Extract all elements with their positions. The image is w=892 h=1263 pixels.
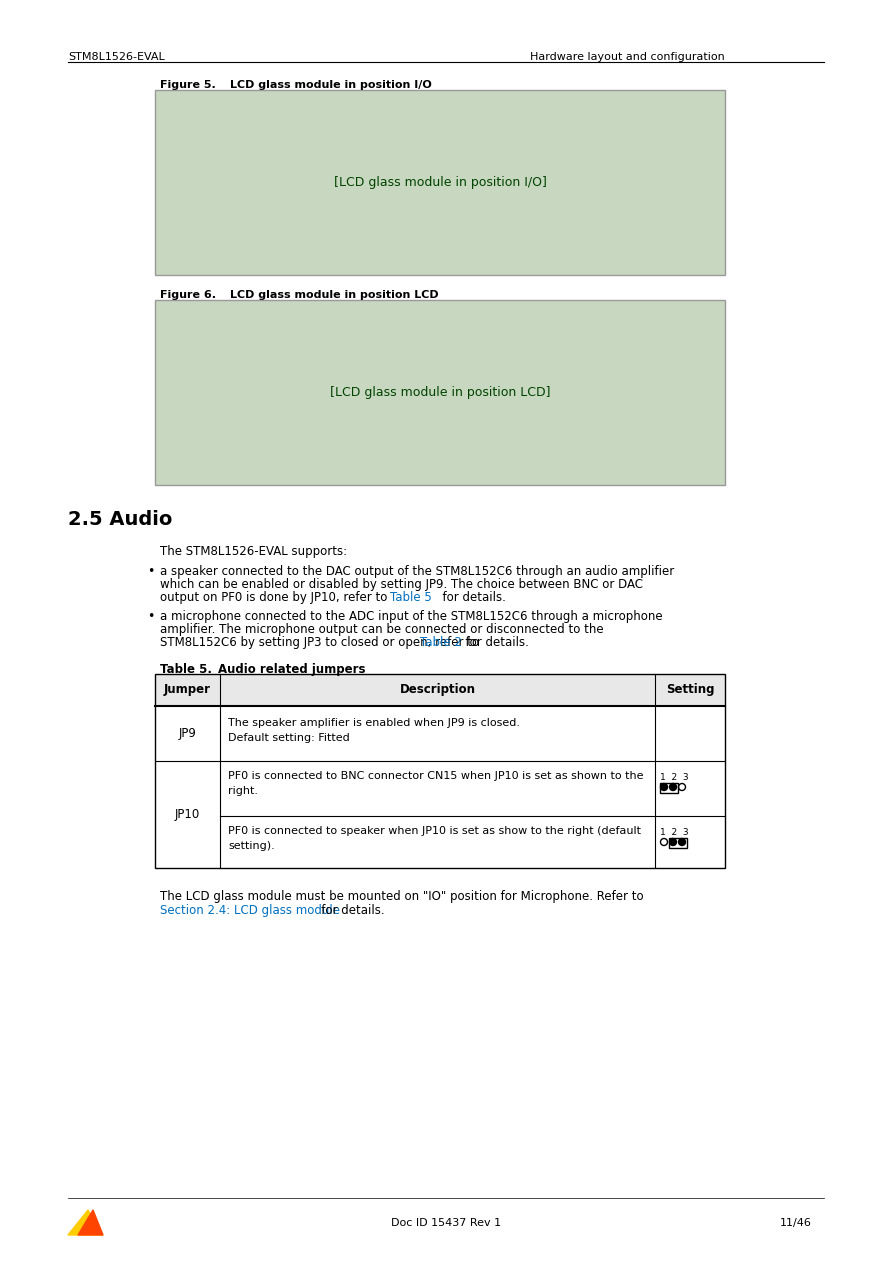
Text: Section 2.4: LCD glass module: Section 2.4: LCD glass module (160, 904, 340, 917)
Text: [LCD glass module in position LCD]: [LCD glass module in position LCD] (330, 386, 550, 399)
Text: •: • (147, 565, 154, 578)
Text: The LCD glass module must be mounted on "IO" position for Microphone. Refer to: The LCD glass module must be mounted on … (160, 890, 644, 903)
Text: 2.5 Audio: 2.5 Audio (68, 510, 172, 529)
Text: 1  2  3: 1 2 3 (660, 829, 689, 837)
Text: PF0 is connected to speaker when JP10 is set as show to the right (default: PF0 is connected to speaker when JP10 is… (228, 826, 641, 836)
Text: 11/46: 11/46 (780, 1218, 812, 1228)
Bar (155, 90, 725, 275)
Polygon shape (78, 1210, 103, 1235)
Circle shape (670, 783, 676, 791)
Text: Audio related jumpers: Audio related jumpers (218, 663, 366, 676)
Circle shape (660, 839, 667, 845)
Text: Doc ID 15437 Rev 1: Doc ID 15437 Rev 1 (391, 1218, 501, 1228)
Text: Figure 6.: Figure 6. (160, 290, 216, 301)
Text: JP10: JP10 (175, 808, 200, 821)
Text: •: • (147, 610, 154, 623)
Text: JP9: JP9 (178, 727, 196, 740)
Bar (155, 674, 725, 868)
Text: Hardware layout and configuration: Hardware layout and configuration (530, 52, 724, 62)
Text: Description: Description (400, 683, 475, 696)
Text: Figure 5.: Figure 5. (160, 80, 216, 90)
Text: The STM8L1526-EVAL supports:: The STM8L1526-EVAL supports: (160, 546, 347, 558)
Text: for details.: for details. (435, 591, 506, 604)
Bar (660, 783, 678, 793)
Text: PF0 is connected to BNC connector CN15 when JP10 is set as shown to the: PF0 is connected to BNC connector CN15 w… (228, 770, 643, 781)
Text: Table 5: Table 5 (390, 591, 432, 604)
Text: output on PF0 is done by JP10, refer to: output on PF0 is done by JP10, refer to (160, 591, 387, 604)
Text: Jumper: Jumper (164, 683, 211, 696)
Text: LCD glass module in position I/O: LCD glass module in position I/O (230, 80, 432, 90)
Polygon shape (68, 1210, 103, 1235)
Circle shape (679, 839, 685, 845)
Text: a speaker connected to the DAC output of the STM8L152C6 through an audio amplifi: a speaker connected to the DAC output of… (160, 565, 674, 578)
Text: which can be enabled or disabled by setting JP9. The choice between BNC or DAC: which can be enabled or disabled by sett… (160, 578, 643, 591)
Text: a microphone connected to the ADC input of the STM8L152C6 through a microphone: a microphone connected to the ADC input … (160, 610, 663, 623)
Text: for details.: for details. (458, 637, 529, 649)
Text: amplifier. The microphone output can be connected or disconnected to the: amplifier. The microphone output can be … (160, 623, 604, 637)
Text: 1  2  3: 1 2 3 (660, 773, 689, 782)
Bar (669, 837, 687, 847)
Bar (155, 301, 725, 485)
Text: Setting: Setting (665, 683, 714, 696)
Text: right.: right. (228, 786, 258, 796)
Text: STM8L1526-EVAL: STM8L1526-EVAL (68, 52, 165, 62)
Text: The speaker amplifier is enabled when JP9 is closed.: The speaker amplifier is enabled when JP… (228, 717, 520, 727)
Circle shape (660, 783, 667, 791)
Text: Table 2: Table 2 (420, 637, 462, 649)
Text: setting).: setting). (228, 841, 275, 851)
Bar (155, 674, 725, 706)
Circle shape (679, 783, 685, 791)
Text: Default setting: Fitted: Default setting: Fitted (228, 733, 350, 743)
Text: [LCD glass module in position I/O]: [LCD glass module in position I/O] (334, 176, 547, 189)
Text: LCD glass module in position LCD: LCD glass module in position LCD (230, 290, 439, 301)
Text: for details.: for details. (310, 904, 384, 917)
Text: STM8L152C6 by setting JP3 to closed or open, refer to: STM8L152C6 by setting JP3 to closed or o… (160, 637, 479, 649)
Text: Table 5.: Table 5. (160, 663, 212, 676)
Circle shape (670, 839, 676, 845)
